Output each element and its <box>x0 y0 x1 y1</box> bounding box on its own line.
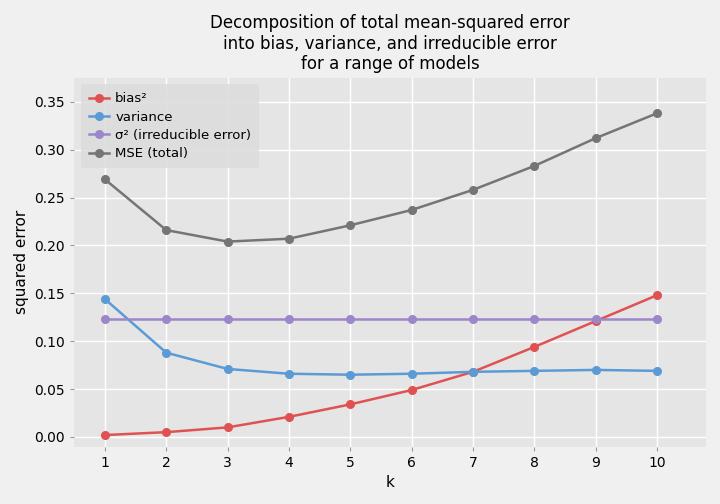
bias² <box>653 292 662 298</box>
bias² <box>101 432 109 438</box>
variance <box>101 296 109 302</box>
variance <box>162 350 171 356</box>
MSE (total) <box>469 187 477 193</box>
bias² <box>591 318 600 324</box>
variance <box>591 367 600 373</box>
σ² (irreducible error) <box>469 316 477 322</box>
variance <box>469 369 477 375</box>
Legend: bias², variance, σ² (irreducible error), MSE (total): bias², variance, σ² (irreducible error),… <box>81 84 259 168</box>
variance <box>223 366 232 372</box>
bias² <box>223 424 232 430</box>
MSE (total) <box>408 207 416 213</box>
MSE (total) <box>223 238 232 244</box>
σ² (irreducible error) <box>284 316 293 322</box>
σ² (irreducible error) <box>530 316 539 322</box>
σ² (irreducible error) <box>346 316 355 322</box>
bias² <box>469 369 477 375</box>
Line: σ² (irreducible error): σ² (irreducible error) <box>101 316 661 323</box>
Line: MSE (total): MSE (total) <box>101 109 661 245</box>
variance <box>530 368 539 374</box>
MSE (total) <box>346 222 355 228</box>
σ² (irreducible error) <box>591 316 600 322</box>
bias² <box>346 401 355 407</box>
σ² (irreducible error) <box>408 316 416 322</box>
bias² <box>530 344 539 350</box>
MSE (total) <box>530 163 539 169</box>
bias² <box>284 414 293 420</box>
bias² <box>162 429 171 435</box>
MSE (total) <box>101 176 109 182</box>
σ² (irreducible error) <box>101 316 109 322</box>
MSE (total) <box>653 110 662 116</box>
variance <box>346 371 355 377</box>
MSE (total) <box>284 236 293 242</box>
Title: Decomposition of total mean-squared error
into bias, variance, and irreducible e: Decomposition of total mean-squared erro… <box>210 14 570 74</box>
bias² <box>408 387 416 393</box>
X-axis label: k: k <box>386 475 395 490</box>
σ² (irreducible error) <box>223 316 232 322</box>
Y-axis label: squared error: squared error <box>14 210 29 314</box>
σ² (irreducible error) <box>653 316 662 322</box>
MSE (total) <box>591 135 600 141</box>
σ² (irreducible error) <box>162 316 171 322</box>
variance <box>284 371 293 377</box>
MSE (total) <box>162 227 171 233</box>
variance <box>408 371 416 377</box>
variance <box>653 368 662 374</box>
Line: bias²: bias² <box>101 291 661 439</box>
Line: variance: variance <box>101 295 661 379</box>
